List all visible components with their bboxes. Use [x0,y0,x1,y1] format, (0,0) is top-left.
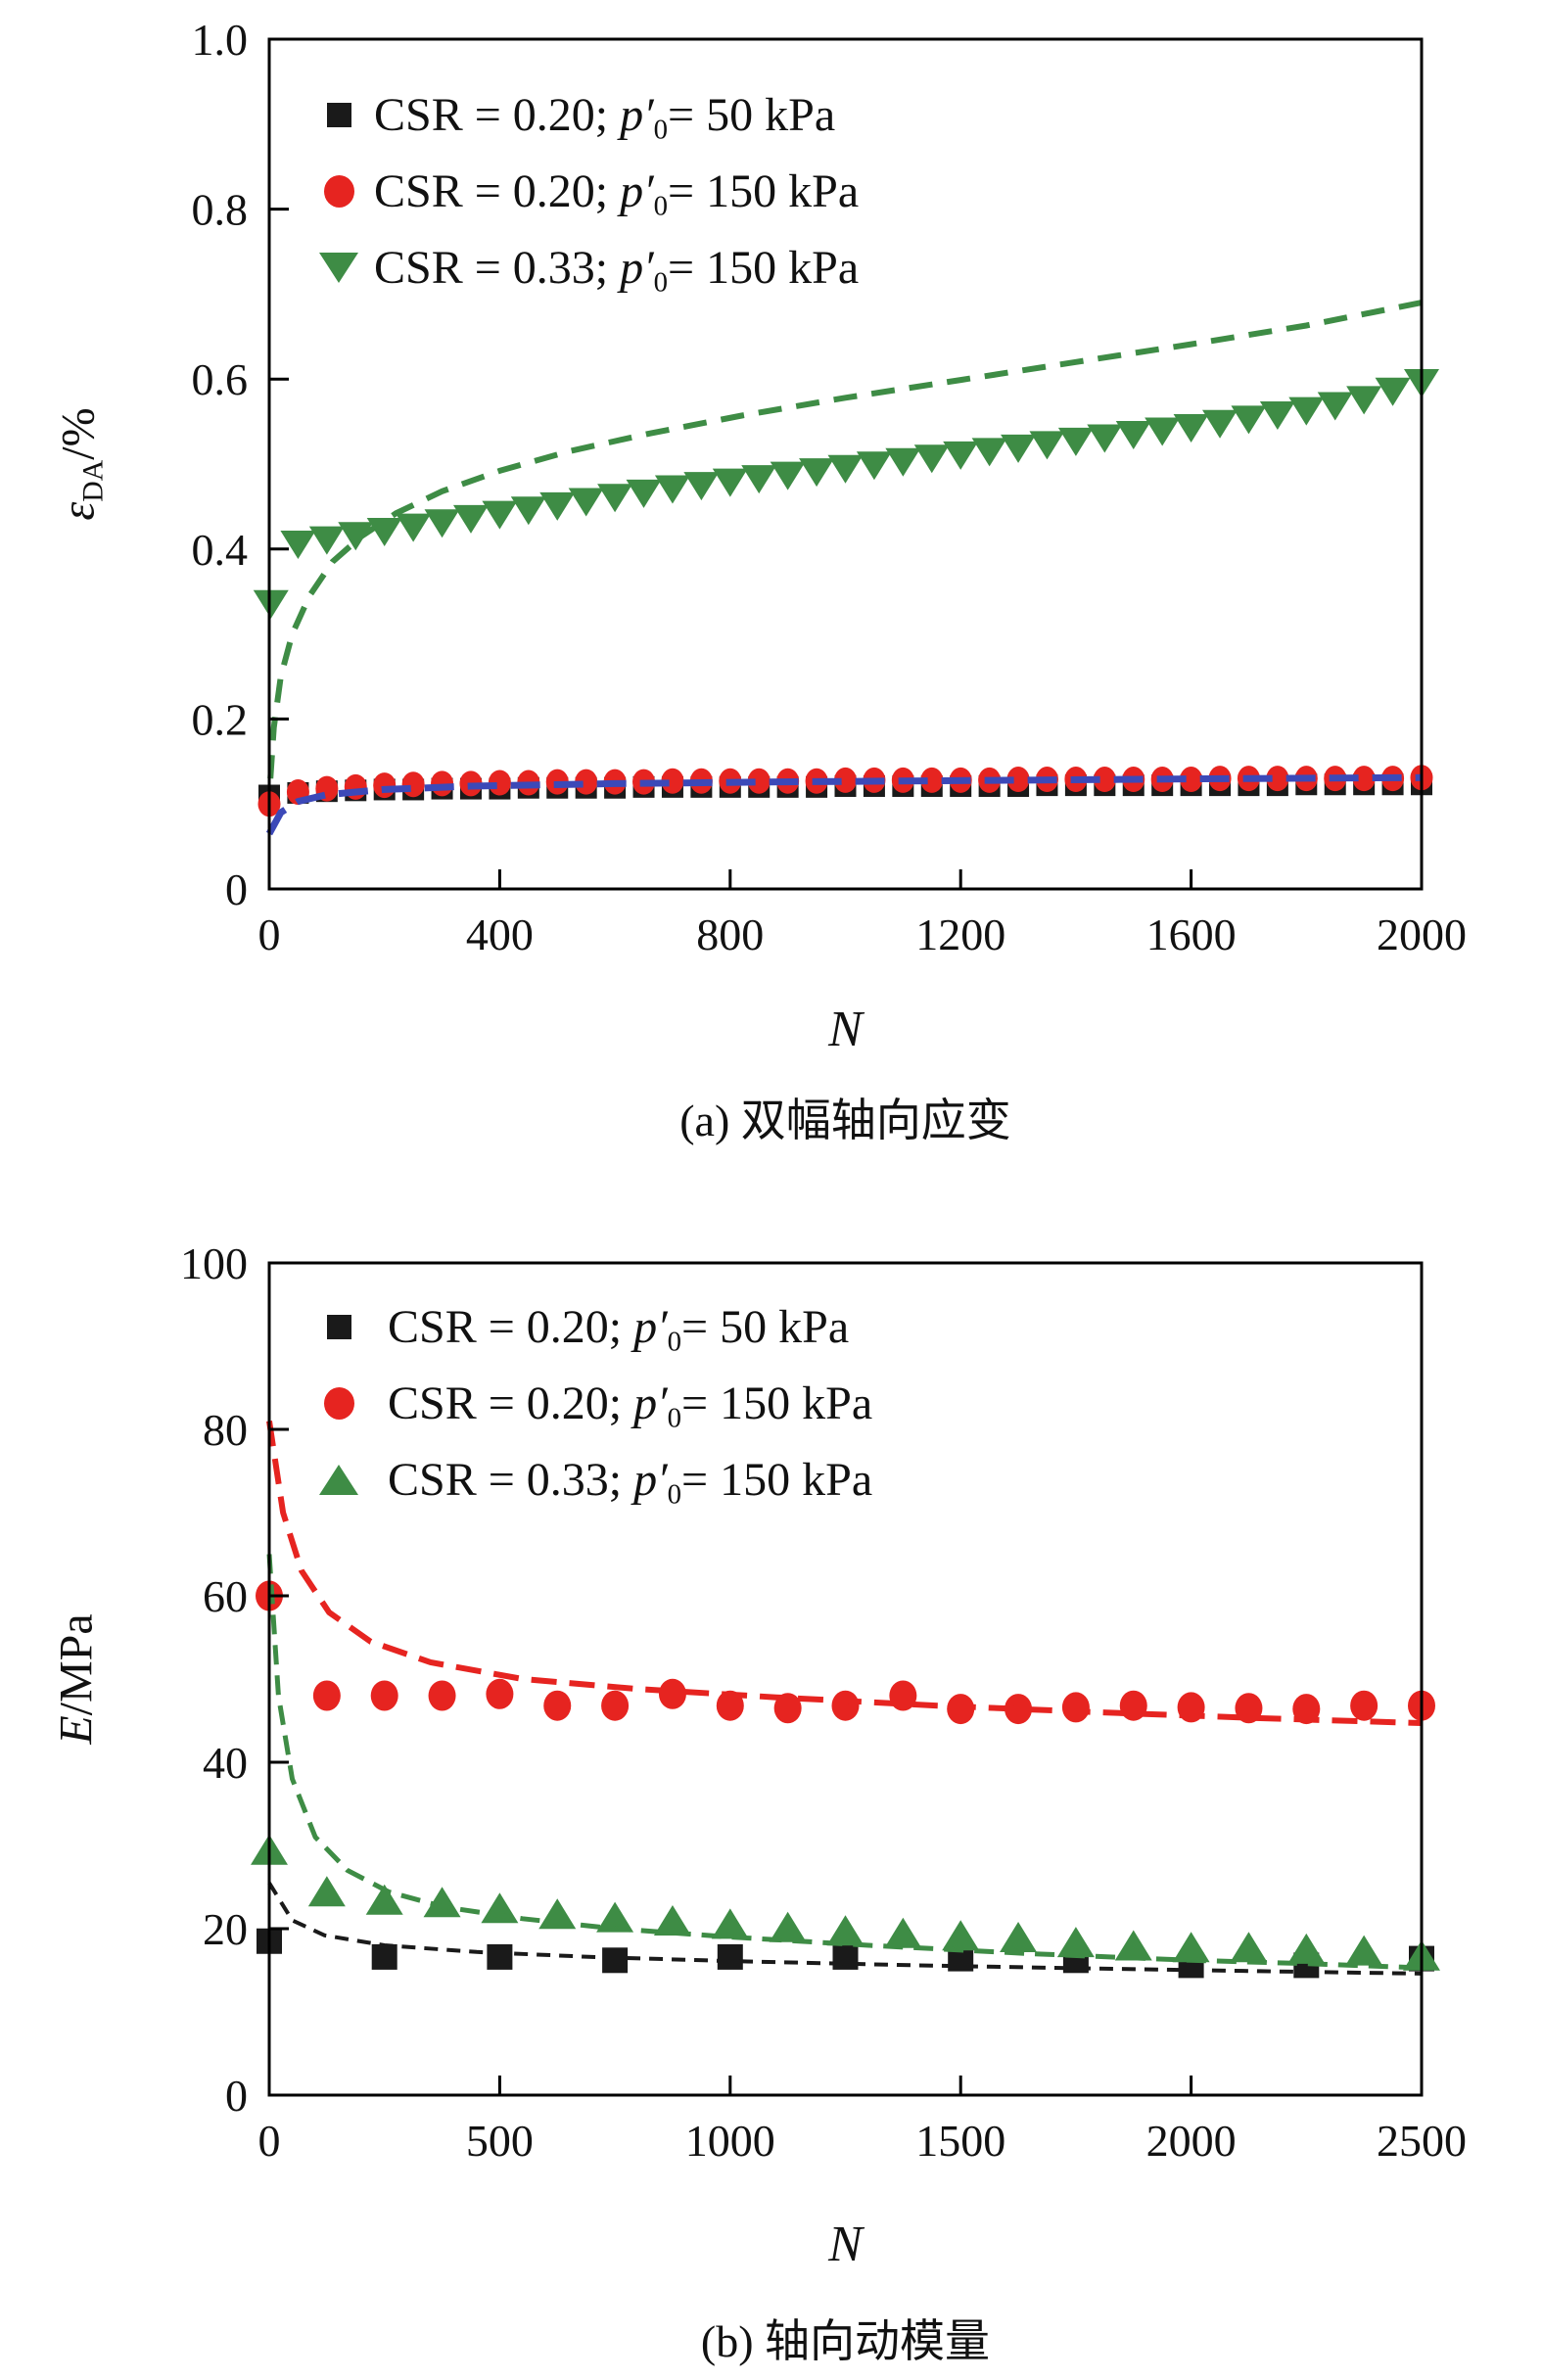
chart-a-double-amplitude-axial-strain: 0 400 800 1200 1600 2000 0 0.2 0.4 0.6 0.8 1.0 εDA/… [52,15,1468,1145]
x-tick-label: 1000 [685,2116,775,2166]
legend-marker-wrap [317,1386,360,1420]
legend-marker-wrap [317,102,360,127]
fit-line-fit-black-csr020-50kpa [267,1882,1423,1976]
legend-label: CSR = 0.20; p′0= 50 kPa [388,1300,850,1358]
y-tick-label: 100 [180,1238,248,1288]
chart-b-axial-dynamic-modulus: 0 500 1000 1500 2000 2500 0 20 40 60 80 100 E/MPa C… [0,1190,1542,2380]
legend-item-b-1: CSR = 0.20; p′0= 50 kPa [317,1288,872,1365]
y-tick-label: 0 [225,2071,248,2121]
legend-marker-wrap [317,1464,360,1495]
caption-b: (b) 轴向动模量 [700,2316,991,2366]
fit-line-fit-red-csr020-150kpa [266,1421,1423,1726]
x-tick-label: 1200 [915,910,1005,959]
x-tick-label: 2000 [1146,2116,1237,2166]
plot-frame [267,37,1424,891]
series-triangles-csr033-150kpa [251,1834,1440,1971]
y-tick-label: 1.0 [192,15,249,65]
modulus-symbol: E [50,1715,103,1745]
y-tick-label: 0.6 [192,354,249,404]
x-tick-label: 1600 [1146,910,1237,959]
y-unit-a: /% [52,407,105,460]
x-tick-label: 0 [258,2116,281,2166]
x-tick-label: 0 [258,910,281,959]
plot-frame [267,1261,1424,2097]
chart-a-plot-area: 0 400 800 1200 1600 2000 0 0.2 0.4 0.6 0.8 1.0 [192,15,1468,959]
x-axis-label-a: N [828,1002,863,1057]
legend-marker-wrap [317,174,360,208]
red-circle-marker-icon [323,1386,354,1420]
x-tick-label: 500 [466,2116,534,2166]
legend-label: CSR = 0.20; p′0= 150 kPa [388,1377,873,1434]
legend-item-a-2: CSR = 0.20; p′0= 150 kPa [317,153,859,229]
y-tick-label: 40 [203,1738,248,1788]
black-square-marker-icon [326,102,351,127]
x-tick-label: 400 [466,910,534,959]
x-tick-label: 2000 [1377,910,1467,959]
y-unit-b: /MPa [50,1613,103,1716]
legend-label: CSR = 0.20; p′0= 150 kPa [374,164,860,222]
y-tick-label: 0.4 [192,525,249,575]
legend-label: CSR = 0.33; p′0= 150 kPa [374,241,860,299]
chart-b-plot-area: 0 500 1000 1500 2000 2500 0 20 40 60 80 100 [180,1238,1467,2166]
epsilon-symbol: ε [52,501,105,521]
caption-a: (a) 双幅轴向应变 [679,1096,1011,1145]
fit-line-fit-green-csr033-150kpa [266,1554,1423,1971]
legend-marker-wrap [317,1314,360,1339]
legend-b: CSR = 0.20; p′0= 50 kPa CSR = 0.20; p′0=… [317,1288,872,1517]
legend-label: CSR = 0.20; p′0= 50 kPa [374,88,836,146]
fit-line-fit-csr020 [265,773,1423,836]
x-tick-label: 1500 [915,2116,1005,2166]
legend-item-a-1: CSR = 0.20; p′0= 50 kPa [317,76,859,153]
legend-marker-wrap [317,252,360,283]
x-tick-label: 800 [696,910,764,959]
series-circles-csr020-150kpa [256,1580,1435,1725]
legend-item-b-2: CSR = 0.20; p′0= 150 kPa [317,1365,872,1441]
legend-label: CSR = 0.33; p′0= 150 kPa [388,1453,873,1511]
y-axis-label-a: εDA/% [52,407,110,521]
green-triangle-up-marker-icon [319,1464,358,1495]
legend-item-a-3: CSR = 0.33; p′0= 150 kPa [317,229,859,305]
y-tick-label: 20 [203,1904,248,1954]
red-circle-marker-icon [323,174,354,208]
x-axis-label-b: N [828,2217,863,2272]
y-tick-label: 0.8 [192,185,249,235]
legend-item-b-3: CSR = 0.33; p′0= 150 kPa [317,1441,872,1517]
fit-line-fit-csr033 [267,300,1423,779]
series-triangles-csr033-150kpa [253,369,1439,619]
y-tick-label: 0.2 [192,694,249,744]
y-tick-label: 60 [203,1571,248,1621]
x-tick-label: 2500 [1377,2116,1467,2166]
black-square-marker-icon [326,1314,351,1339]
green-triangle-down-marker-icon [319,252,358,283]
y-tick-label: 80 [203,1405,248,1455]
y-tick-label: 0 [225,864,248,914]
legend-a: CSR = 0.20; p′0= 50 kPa CSR = 0.20; p′0=… [317,76,859,305]
epsilon-subscript: DA [76,459,110,502]
y-axis-label-b: E/MPa [50,1613,104,1744]
